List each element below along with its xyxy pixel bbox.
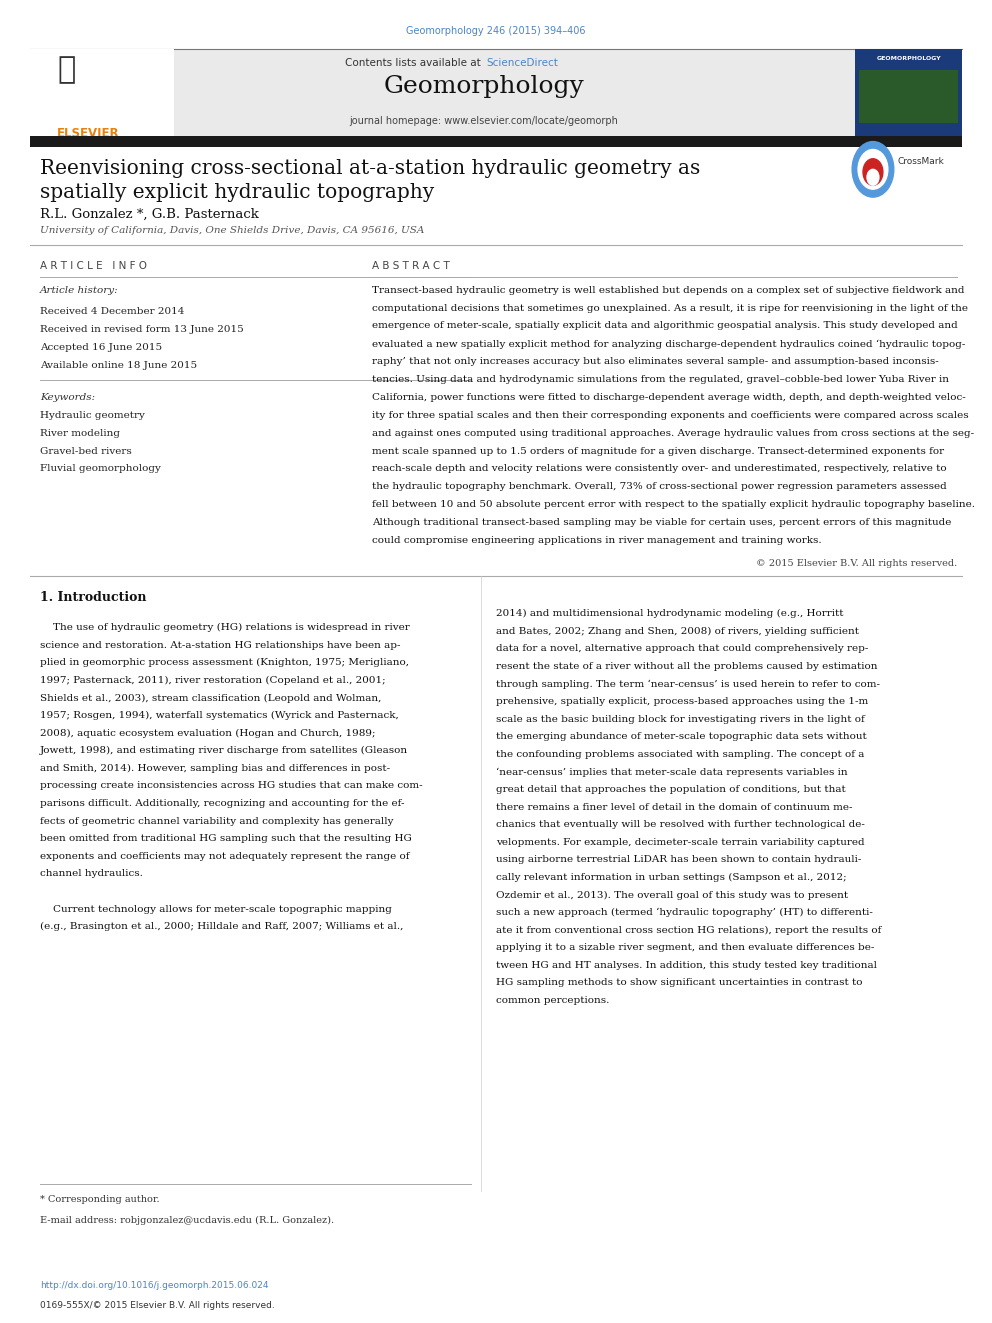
Text: Received in revised form 13 June 2015: Received in revised form 13 June 2015 bbox=[40, 325, 243, 335]
Text: Jowett, 1998), and estimating river discharge from satellites (Gleason: Jowett, 1998), and estimating river disc… bbox=[40, 746, 408, 755]
Text: prehensive, spatially explicit, process-based approaches using the 1-m: prehensive, spatially explicit, process-… bbox=[496, 697, 868, 706]
FancyBboxPatch shape bbox=[174, 49, 855, 136]
Text: Geomorphology 246 (2015) 394–406: Geomorphology 246 (2015) 394–406 bbox=[407, 26, 585, 37]
Text: journal homepage: www.elsevier.com/locate/geomorph: journal homepage: www.elsevier.com/locat… bbox=[349, 116, 619, 127]
Text: parisons difficult. Additionally, recognizing and accounting for the ef-: parisons difficult. Additionally, recogn… bbox=[40, 799, 404, 808]
Text: University of California, Davis, One Shields Drive, Davis, CA 95616, USA: University of California, Davis, One Shi… bbox=[40, 226, 424, 235]
Text: © 2015 Elsevier B.V. All rights reserved.: © 2015 Elsevier B.V. All rights reserved… bbox=[756, 560, 957, 568]
Text: through sampling. The term ‘near-census’ is used herein to refer to com-: through sampling. The term ‘near-census’… bbox=[496, 679, 880, 689]
Circle shape bbox=[867, 169, 879, 185]
Text: Received 4 December 2014: Received 4 December 2014 bbox=[40, 307, 185, 316]
Text: plied in geomorphic process assessment (Knighton, 1975; Merigliano,: plied in geomorphic process assessment (… bbox=[40, 659, 409, 667]
Text: been omitted from traditional HG sampling such that the resulting HG: been omitted from traditional HG samplin… bbox=[40, 835, 412, 843]
Text: ScienceDirect: ScienceDirect bbox=[486, 58, 558, 69]
Text: raphy’ that not only increases accuracy but also eliminates several sample- and : raphy’ that not only increases accuracy … bbox=[372, 357, 938, 366]
Text: the hydraulic topography benchmark. Overall, 73% of cross-sectional power regres: the hydraulic topography benchmark. Over… bbox=[372, 482, 946, 491]
Text: computational decisions that sometimes go unexplained. As a result, it is ripe f: computational decisions that sometimes g… bbox=[372, 303, 968, 312]
FancyBboxPatch shape bbox=[855, 49, 962, 136]
FancyBboxPatch shape bbox=[30, 49, 174, 136]
Text: Geomorphology: Geomorphology bbox=[384, 75, 584, 98]
Text: Shields et al., 2003), stream classification (Leopold and Wolman,: Shields et al., 2003), stream classifica… bbox=[40, 693, 381, 703]
Circle shape bbox=[863, 159, 883, 185]
Text: Available online 18 June 2015: Available online 18 June 2015 bbox=[40, 361, 196, 370]
Text: resent the state of a river without all the problems caused by estimation: resent the state of a river without all … bbox=[496, 662, 878, 671]
Text: 0169-555X/© 2015 Elsevier B.V. All rights reserved.: 0169-555X/© 2015 Elsevier B.V. All right… bbox=[40, 1301, 275, 1310]
Text: processing create inconsistencies across HG studies that can make com-: processing create inconsistencies across… bbox=[40, 782, 423, 790]
Text: great detail that approaches the population of conditions, but that: great detail that approaches the populat… bbox=[496, 785, 846, 794]
Text: fects of geometric channel variability and complexity has generally: fects of geometric channel variability a… bbox=[40, 816, 393, 826]
Text: California, power functions were fitted to discharge-dependent average width, de: California, power functions were fitted … bbox=[372, 393, 966, 402]
Text: A B S T R A C T: A B S T R A C T bbox=[372, 261, 449, 271]
Text: The use of hydraulic geometry (HG) relations is widespread in river: The use of hydraulic geometry (HG) relat… bbox=[40, 623, 410, 632]
Text: data for a novel, alternative approach that could comprehensively rep-: data for a novel, alternative approach t… bbox=[496, 644, 868, 654]
Text: Ozdemir et al., 2013). The overall goal of this study was to present: Ozdemir et al., 2013). The overall goal … bbox=[496, 890, 848, 900]
Text: Gravel-bed rivers: Gravel-bed rivers bbox=[40, 446, 131, 455]
Text: the emerging abundance of meter-scale topographic data sets without: the emerging abundance of meter-scale to… bbox=[496, 732, 867, 741]
Text: E-mail address: robjgonzalez@ucdavis.edu (R.L. Gonzalez).: E-mail address: robjgonzalez@ucdavis.edu… bbox=[40, 1216, 333, 1225]
Text: ELSEVIER: ELSEVIER bbox=[57, 127, 119, 140]
Text: 1957; Rosgen, 1994), waterfall systematics (Wyrick and Pasternack,: 1957; Rosgen, 1994), waterfall systemati… bbox=[40, 710, 399, 720]
Text: ment scale spanned up to 1.5 orders of magnitude for a given discharge. Transect: ment scale spanned up to 1.5 orders of m… bbox=[372, 446, 944, 455]
Text: and against ones computed using traditional approaches. Average hydraulic values: and against ones computed using traditio… bbox=[372, 429, 974, 438]
Text: emergence of meter-scale, spatially explicit data and algorithmic geospatial ana: emergence of meter-scale, spatially expl… bbox=[372, 321, 957, 331]
Circle shape bbox=[858, 149, 888, 189]
Circle shape bbox=[852, 142, 894, 197]
Text: fell between 10 and 50 absolute percent error with respect to the spatially expl: fell between 10 and 50 absolute percent … bbox=[372, 500, 975, 509]
Text: CrossMark: CrossMark bbox=[898, 157, 944, 165]
Text: tencies. Using data and hydrodynamic simulations from the regulated, gravel–cobb: tencies. Using data and hydrodynamic sim… bbox=[372, 374, 949, 384]
Text: * Corresponding author.: * Corresponding author. bbox=[40, 1195, 160, 1204]
Text: and Smith, 2014). However, sampling bias and differences in post-: and Smith, 2014). However, sampling bias… bbox=[40, 763, 390, 773]
Text: 2014) and multidimensional hydrodynamic modeling (e.g., Horritt: 2014) and multidimensional hydrodynamic … bbox=[496, 609, 843, 618]
Text: 1. Introduction: 1. Introduction bbox=[40, 591, 146, 605]
Text: the confounding problems associated with sampling. The concept of a: the confounding problems associated with… bbox=[496, 750, 864, 759]
Text: velopments. For example, decimeter-scale terrain variability captured: velopments. For example, decimeter-scale… bbox=[496, 837, 865, 847]
Text: evaluated a new spatially explicit method for analyzing discharge-dependent hydr: evaluated a new spatially explicit metho… bbox=[372, 339, 965, 349]
Text: Although traditional transect-based sampling may be viable for certain uses, per: Although traditional transect-based samp… bbox=[372, 517, 951, 527]
Text: HG sampling methods to show significant uncertainties in contrast to: HG sampling methods to show significant … bbox=[496, 979, 862, 987]
Text: Accepted 16 June 2015: Accepted 16 June 2015 bbox=[40, 343, 162, 352]
Text: R.L. Gonzalez *, G.B. Pasternack: R.L. Gonzalez *, G.B. Pasternack bbox=[40, 208, 259, 221]
Text: ‘near-census’ implies that meter-scale data represents variables in: ‘near-census’ implies that meter-scale d… bbox=[496, 767, 847, 777]
Text: could compromise engineering applications in river management and training works: could compromise engineering application… bbox=[372, 536, 821, 545]
FancyBboxPatch shape bbox=[859, 70, 958, 123]
Text: science and restoration. At-a-station HG relationships have been ap-: science and restoration. At-a-station HG… bbox=[40, 640, 400, 650]
Text: GEOMORPHOLOGY: GEOMORPHOLOGY bbox=[876, 56, 941, 61]
Text: Current technology allows for meter-scale topographic mapping: Current technology allows for meter-scal… bbox=[40, 905, 392, 914]
Text: there remains a finer level of detail in the domain of continuum me-: there remains a finer level of detail in… bbox=[496, 803, 852, 811]
Text: Keywords:: Keywords: bbox=[40, 393, 95, 402]
Text: using airborne terrestrial LiDAR has been shown to contain hydrauli-: using airborne terrestrial LiDAR has bee… bbox=[496, 855, 861, 864]
Text: 1997; Pasternack, 2011), river restoration (Copeland et al., 2001;: 1997; Pasternack, 2011), river restorati… bbox=[40, 676, 385, 685]
Text: chanics that eventually will be resolved with further technological de-: chanics that eventually will be resolved… bbox=[496, 820, 865, 830]
Text: River modeling: River modeling bbox=[40, 429, 120, 438]
Text: scale as the basic building block for investigating rivers in the light of: scale as the basic building block for in… bbox=[496, 714, 865, 724]
Text: channel hydraulics.: channel hydraulics. bbox=[40, 869, 143, 878]
Text: http://dx.doi.org/10.1016/j.geomorph.2015.06.024: http://dx.doi.org/10.1016/j.geomorph.201… bbox=[40, 1281, 268, 1290]
Text: such a new approach (termed ‘hydraulic topography’ (HT) to differenti-: such a new approach (termed ‘hydraulic t… bbox=[496, 908, 873, 917]
Text: applying it to a sizable river segment, and then evaluate differences be-: applying it to a sizable river segment, … bbox=[496, 943, 874, 953]
Text: tween HG and HT analyses. In addition, this study tested key traditional: tween HG and HT analyses. In addition, t… bbox=[496, 960, 877, 970]
Text: ate it from conventional cross section HG relations), report the results of: ate it from conventional cross section H… bbox=[496, 926, 881, 935]
Text: cally relevant information in urban settings (Sampson et al., 2012;: cally relevant information in urban sett… bbox=[496, 873, 846, 882]
Text: (e.g., Brasington et al., 2000; Hilldale and Raff, 2007; Williams et al.,: (e.g., Brasington et al., 2000; Hilldale… bbox=[40, 922, 403, 931]
Text: spatially explicit hydraulic topography: spatially explicit hydraulic topography bbox=[40, 183, 434, 201]
Text: common perceptions.: common perceptions. bbox=[496, 996, 609, 1005]
FancyBboxPatch shape bbox=[30, 136, 962, 147]
Text: A R T I C L E   I N F O: A R T I C L E I N F O bbox=[40, 261, 147, 271]
Text: 2008), aquatic ecosystem evaluation (Hogan and Church, 1989;: 2008), aquatic ecosystem evaluation (Hog… bbox=[40, 729, 375, 738]
Text: Article history:: Article history: bbox=[40, 286, 118, 295]
Text: and Bates, 2002; Zhang and Shen, 2008) of rivers, yielding sufficient: and Bates, 2002; Zhang and Shen, 2008) o… bbox=[496, 627, 859, 635]
Text: Transect-based hydraulic geometry is well established but depends on a complex s: Transect-based hydraulic geometry is wel… bbox=[372, 286, 964, 295]
Text: exponents and coefficients may not adequately represent the range of: exponents and coefficients may not adequ… bbox=[40, 852, 409, 861]
Text: 🌳: 🌳 bbox=[58, 56, 75, 85]
Text: Reenvisioning cross-sectional at-a-station hydraulic geometry as: Reenvisioning cross-sectional at-a-stati… bbox=[40, 159, 700, 177]
Text: ity for three spatial scales and then their corresponding exponents and coeffici: ity for three spatial scales and then th… bbox=[372, 410, 968, 419]
Text: Fluvial geomorphology: Fluvial geomorphology bbox=[40, 464, 161, 474]
Text: Hydraulic geometry: Hydraulic geometry bbox=[40, 410, 145, 419]
Text: reach-scale depth and velocity relations were consistently over- and underestima: reach-scale depth and velocity relations… bbox=[372, 464, 946, 474]
Text: Contents lists available at: Contents lists available at bbox=[345, 58, 484, 69]
